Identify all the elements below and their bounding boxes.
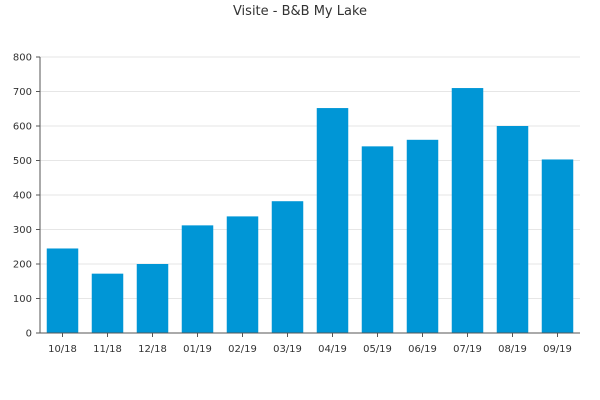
x-tick-label: 04/19 bbox=[318, 344, 347, 355]
x-tick-label: 01/19 bbox=[183, 344, 212, 355]
x-tick-label: 08/19 bbox=[498, 344, 527, 355]
y-tick-label: 500 bbox=[13, 156, 32, 167]
x-tick-label: 02/19 bbox=[228, 344, 257, 355]
x-tick-label: 11/18 bbox=[93, 344, 122, 355]
bar bbox=[496, 126, 529, 333]
bar bbox=[46, 248, 79, 333]
bar bbox=[91, 273, 124, 333]
x-tick-label: 07/19 bbox=[453, 344, 482, 355]
bar bbox=[361, 146, 394, 333]
bar bbox=[541, 159, 574, 333]
x-tick-label: 10/18 bbox=[48, 344, 77, 355]
x-tick-label: 03/19 bbox=[273, 344, 302, 355]
bar bbox=[406, 139, 439, 333]
x-tick-label: 09/19 bbox=[543, 344, 572, 355]
y-tick-label: 700 bbox=[13, 87, 32, 98]
y-tick-label: 600 bbox=[13, 122, 32, 133]
y-tick-label: 0 bbox=[26, 329, 32, 340]
y-tick-label: 800 bbox=[13, 53, 32, 64]
bar bbox=[136, 264, 169, 333]
bar bbox=[226, 216, 259, 333]
x-tick-label: 12/18 bbox=[138, 344, 167, 355]
x-tick-label: 06/19 bbox=[408, 344, 437, 355]
bar bbox=[316, 108, 349, 333]
bar bbox=[271, 201, 304, 333]
bar bbox=[451, 88, 484, 333]
x-tick-label: 05/19 bbox=[363, 344, 392, 355]
y-tick-label: 200 bbox=[13, 260, 32, 271]
bar bbox=[181, 225, 214, 333]
y-tick-label: 300 bbox=[13, 225, 32, 236]
y-tick-label: 400 bbox=[13, 191, 32, 202]
y-tick-label: 100 bbox=[13, 294, 32, 305]
chart-title: Visite - B&B My Lake bbox=[232, 4, 368, 19]
